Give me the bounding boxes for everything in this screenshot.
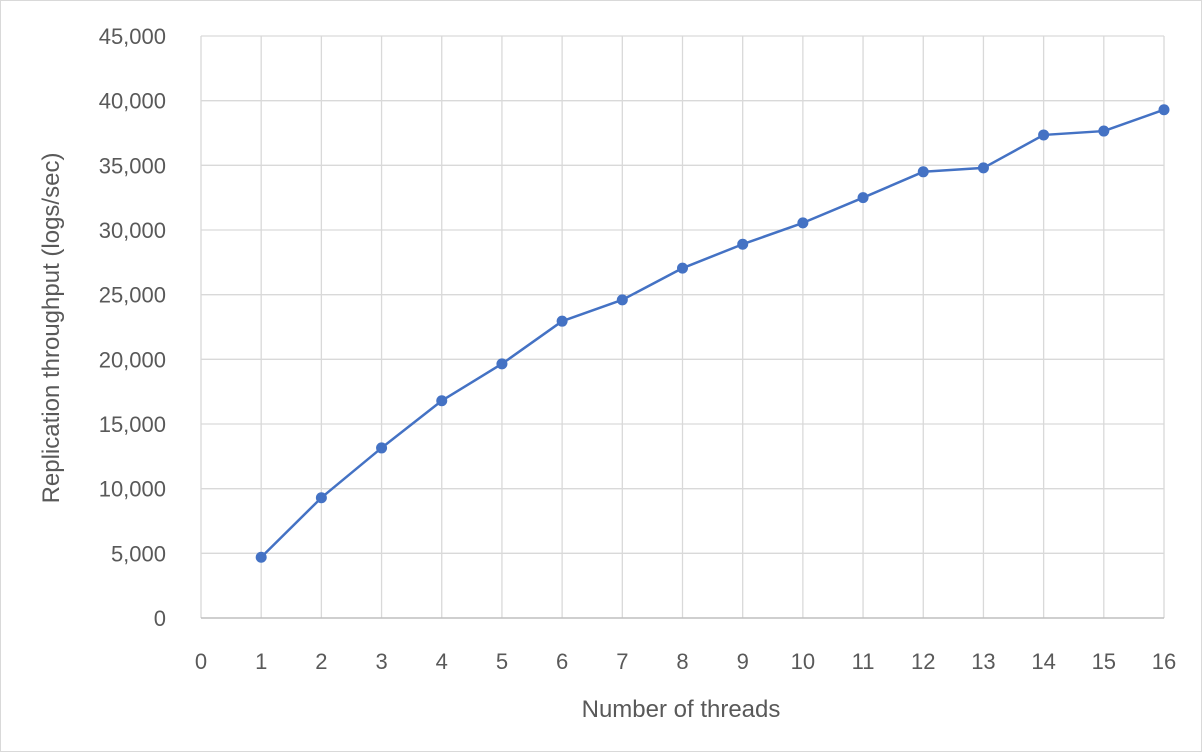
data-point [376, 442, 388, 454]
x-tick-label: 11 [852, 649, 875, 674]
x-tick-label: 6 [556, 649, 568, 674]
data-point [255, 551, 267, 563]
data-point [677, 262, 688, 274]
series [255, 104, 1170, 563]
y-tick-label: 10,000 [99, 477, 166, 502]
data-point [797, 217, 809, 229]
x-tick-label: 13 [971, 649, 995, 674]
y-tick-label: 45,000 [99, 24, 166, 49]
x-tick-label: 9 [737, 649, 749, 674]
x-tick-label: 14 [1031, 649, 1055, 674]
y-tick-label: 20,000 [99, 347, 166, 372]
data-point [917, 166, 929, 178]
x-axis-title: Number of threads [582, 696, 781, 723]
y-tick-label: 5,000 [111, 541, 166, 566]
y-tick-label: 25,000 [99, 283, 166, 308]
data-point [556, 315, 568, 327]
x-tick-label: 2 [315, 649, 327, 674]
data-point [1038, 129, 1050, 141]
x-tick-label: 16 [1152, 649, 1176, 674]
grid [200, 35, 1165, 618]
y-tick-label: 15,000 [99, 412, 166, 437]
data-point [436, 395, 448, 407]
x-tick-label: 15 [1092, 649, 1116, 674]
y-tick-label: 30,000 [99, 218, 166, 243]
data-point [315, 492, 327, 504]
x-tick-label: 10 [791, 649, 815, 674]
series-line [260, 108, 1165, 559]
y-tick-label: 40,000 [99, 89, 166, 114]
x-tick-label: 8 [676, 649, 688, 674]
x-tick-label: 12 [911, 649, 935, 674]
x-tick-label: 4 [436, 649, 448, 674]
data-point [977, 162, 989, 174]
x-tick-label: 0 [195, 649, 207, 674]
data-point [1098, 125, 1110, 137]
x-tick-label: 1 [255, 649, 267, 674]
x-tick-label: 5 [496, 649, 508, 674]
data-point [857, 192, 869, 204]
y-tick-label: 0 [154, 606, 166, 631]
x-tick-label: 3 [375, 649, 387, 674]
data-point [496, 358, 508, 370]
data-point [616, 294, 628, 306]
tick-labels: 0 5,000 10,000 15,000 20,000 25,000 30,000 35,0… [99, 24, 1177, 674]
y-tick-label: 35,000 [99, 153, 166, 178]
y-axis-title: Replication throughput (logs/sec) [38, 153, 65, 504]
x-tick-label: 7 [616, 649, 628, 674]
data-point [737, 238, 749, 250]
data-point [1158, 104, 1170, 116]
